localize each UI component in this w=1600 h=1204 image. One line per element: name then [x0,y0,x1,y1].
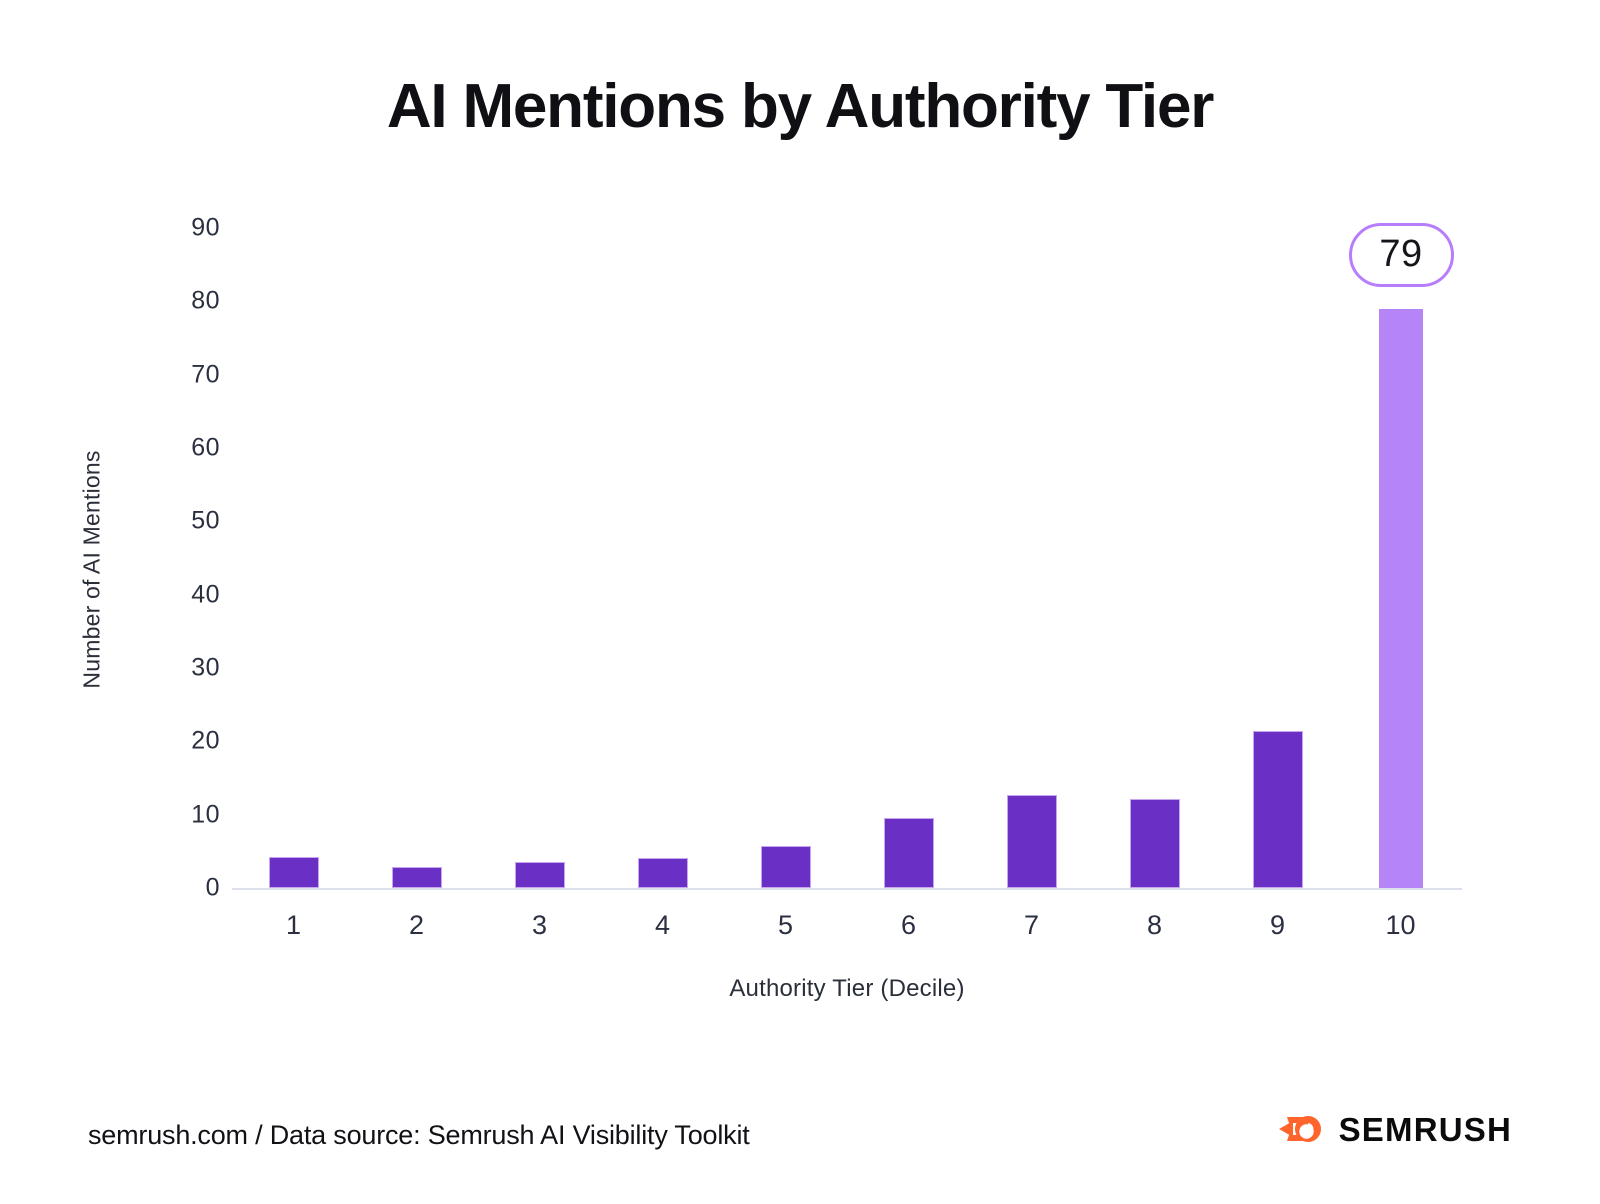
y-tick-label: 90 [191,213,220,242]
x-tick-label: 8 [1146,910,1163,940]
bar-7[interactable] [1006,794,1057,888]
source-note: semrush.com / Data source: Semrush AI Vi… [88,1120,750,1150]
bar-slot [601,228,724,888]
y-tick-label: 40 [191,580,220,609]
x-tick-label: 2 [408,910,425,940]
bar-slot [478,228,601,888]
y-tick-label: 30 [191,653,220,682]
bar-10[interactable] [1378,308,1423,888]
bar-slot [355,228,478,888]
bar-6[interactable] [883,818,934,888]
x-tick-label: 9 [1269,910,1286,940]
bar-4[interactable] [637,857,688,888]
bar-slot [970,228,1093,888]
semrush-comet-icon [1278,1116,1321,1142]
y-tick-label: 60 [191,433,220,462]
bar-9[interactable] [1252,731,1303,888]
bar-slot [1093,228,1216,888]
x-axis-title: Authority Tier (Decile) [729,975,965,1002]
x-tick-label: 10 [1385,910,1416,940]
y-axis-tick-labels: 0 10 20 30 40 50 60 70 80 90 [150,0,220,1204]
bar-series [232,228,1462,888]
value-callout-badge: 79 [1348,222,1454,287]
x-tick-label: 1 [285,910,302,940]
bar-1[interactable] [268,857,319,888]
x-tick-label: 5 [777,910,794,940]
page-title: AI Mentions by Authority Tier [386,72,1215,141]
bar-3[interactable] [514,861,565,888]
x-tick-label: 7 [1023,910,1040,940]
y-axis-title: Number of AI Mentions [78,450,105,689]
bar-slot [847,228,970,888]
bar-slot [724,228,847,888]
y-tick-label: 10 [191,800,220,829]
bar-slot [1216,228,1339,888]
x-axis-tick-labels: 1 2 3 4 5 6 7 8 9 10 [232,910,1462,960]
bar-2[interactable] [391,867,442,888]
y-tick-label: 50 [191,506,220,535]
y-tick-label: 20 [191,726,220,755]
y-tick-label: 70 [191,360,220,389]
x-tick-label: 3 [531,910,548,940]
x-tick-label: 4 [654,910,671,940]
bar-slot [1339,228,1462,888]
y-tick-label: 0 [205,873,220,902]
semrush-wordmark: SEMRUSH [1338,1110,1512,1148]
x-tick-label: 6 [900,910,917,940]
bar-slot [232,228,355,888]
x-axis-baseline [232,888,1462,890]
y-tick-label: 80 [191,286,220,315]
bar-5[interactable] [760,846,811,888]
bar-8[interactable] [1129,799,1180,888]
semrush-logo: SEMRUSH [1278,1110,1512,1148]
